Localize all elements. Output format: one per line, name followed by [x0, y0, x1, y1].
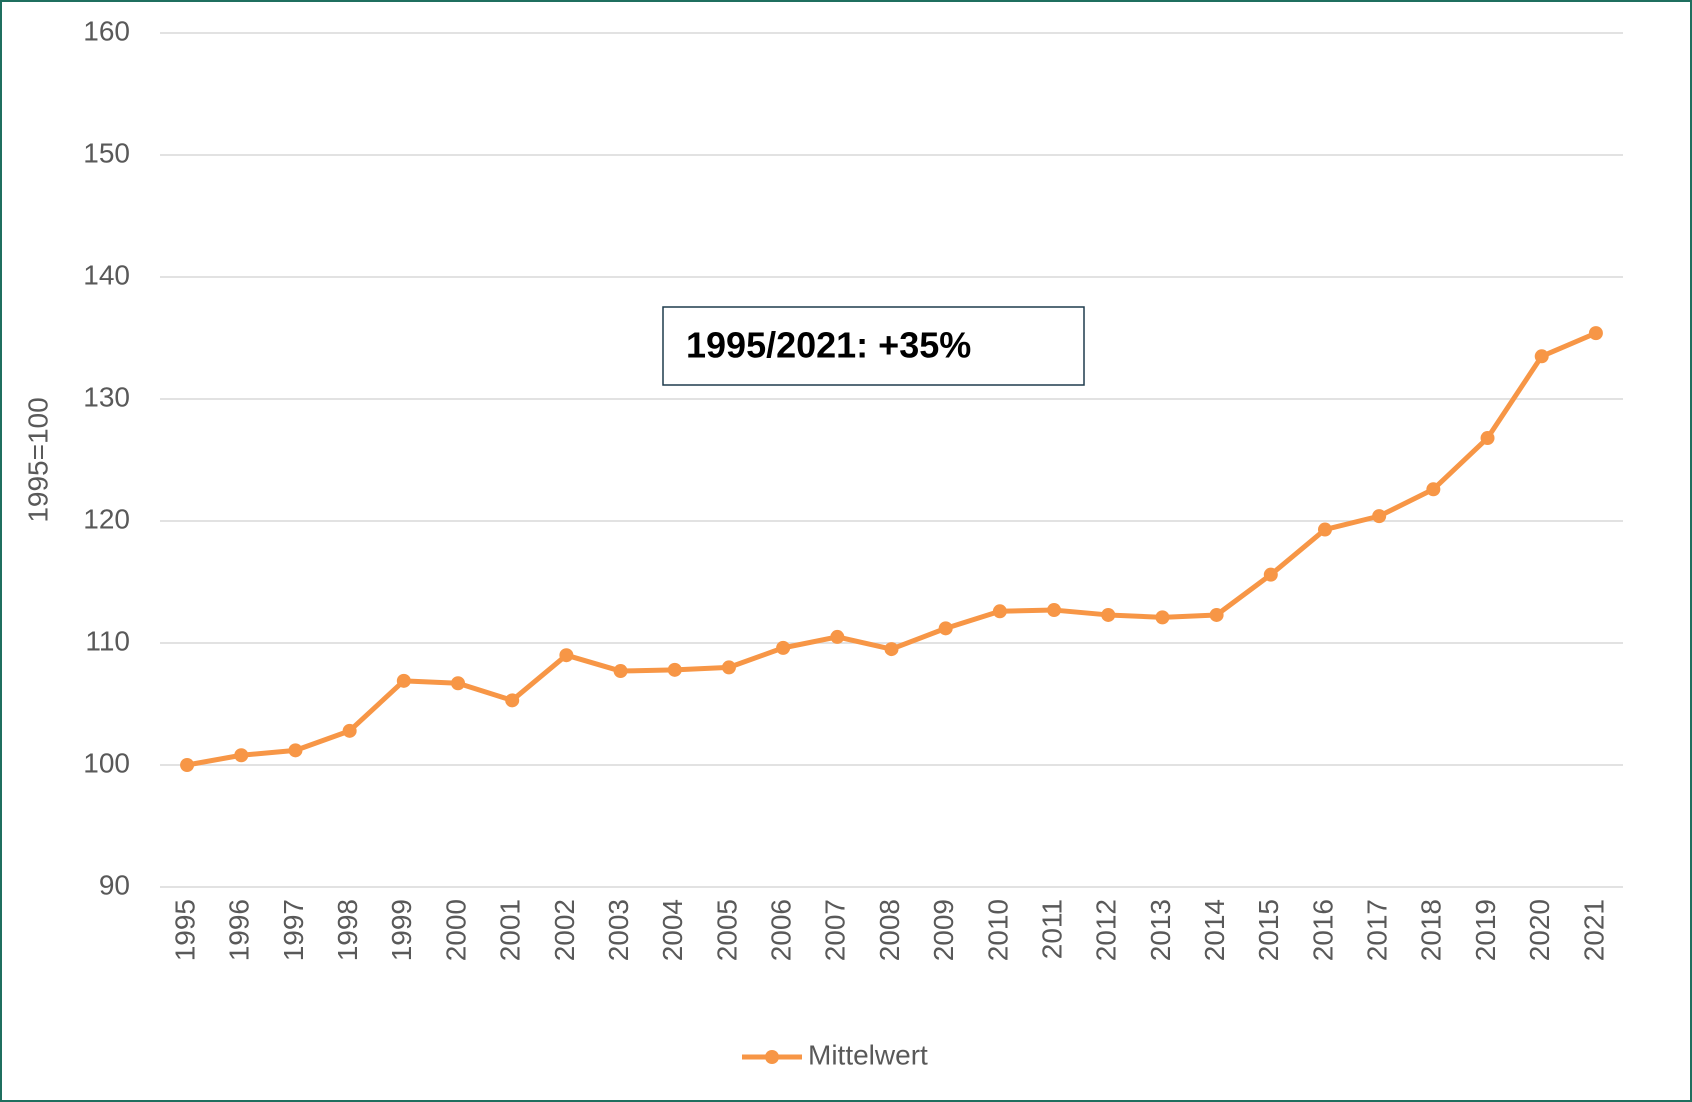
- x-tick-label: 1999: [386, 899, 417, 961]
- x-tick-label: 2010: [982, 899, 1013, 961]
- x-tick-label: 2018: [1416, 899, 1447, 961]
- marker: [992, 604, 1007, 619]
- x-tick-label: 2011: [1036, 899, 1067, 959]
- marker: [776, 640, 791, 655]
- x-tick-label: 2021: [1578, 899, 1609, 961]
- y-tick-label: 160: [83, 15, 130, 46]
- y-tick-label: 130: [83, 381, 130, 412]
- x-tick-label: 1996: [224, 899, 255, 961]
- marker: [396, 673, 411, 688]
- marker: [505, 693, 520, 708]
- marker: [1263, 567, 1278, 582]
- marker: [180, 758, 195, 772]
- marker: [1372, 509, 1387, 524]
- x-tick-label: 2002: [549, 899, 580, 961]
- x-tick-label: 1995: [169, 899, 200, 961]
- x-tick-label: 2013: [1145, 899, 1176, 961]
- y-tick-label: 150: [83, 137, 130, 168]
- x-tick-label: 2017: [1362, 899, 1393, 961]
- marker: [288, 743, 303, 758]
- marker: [830, 629, 845, 644]
- y-tick-label: 90: [99, 869, 130, 900]
- marker: [342, 723, 357, 738]
- x-tick-label: 2008: [874, 899, 905, 961]
- marker: [1317, 522, 1332, 537]
- legend-label: Mittelwert: [808, 1039, 928, 1070]
- x-tick-label: 2014: [1199, 899, 1230, 961]
- marker: [613, 664, 628, 679]
- marker: [1101, 607, 1116, 622]
- marker: [1047, 603, 1062, 618]
- x-tick-label: 2001: [495, 899, 526, 961]
- x-tick-label: 2016: [1307, 899, 1338, 961]
- x-tick-label: 2015: [1253, 899, 1284, 961]
- marker: [1588, 326, 1603, 341]
- x-tick-label: 2006: [766, 899, 797, 961]
- x-tick-label: 2019: [1470, 899, 1501, 961]
- marker: [1534, 349, 1549, 364]
- marker: [1209, 607, 1224, 622]
- marker: [1155, 610, 1170, 625]
- y-tick-label: 140: [83, 259, 130, 290]
- x-tick-label: 2020: [1524, 899, 1555, 961]
- x-tick-label: 2004: [657, 899, 688, 961]
- marker: [721, 660, 736, 675]
- marker: [884, 642, 899, 657]
- y-axis-title: 1995=100: [22, 397, 53, 522]
- marker: [234, 748, 249, 763]
- x-tick-label: 2005: [711, 899, 742, 961]
- y-tick-label: 100: [83, 747, 130, 778]
- y-tick-label: 120: [83, 503, 130, 534]
- x-tick-label: 2012: [1091, 899, 1122, 961]
- x-tick-label: 2000: [440, 899, 471, 961]
- marker: [667, 662, 682, 677]
- annotation: 1995/2021: +35%: [686, 325, 971, 366]
- x-tick-label: 1997: [278, 899, 309, 961]
- x-tick-label: 2009: [928, 899, 959, 961]
- legend-marker: [765, 1050, 779, 1064]
- marker: [938, 621, 953, 636]
- marker: [1426, 482, 1441, 497]
- x-tick-label: 2003: [603, 899, 634, 961]
- marker: [559, 648, 574, 663]
- x-tick-label: 2007: [820, 899, 851, 961]
- marker: [451, 676, 466, 691]
- x-tick-label: 1998: [332, 899, 363, 961]
- y-tick-label: 110: [85, 625, 130, 656]
- annotation-box: [662, 306, 1085, 386]
- marker: [1480, 431, 1495, 446]
